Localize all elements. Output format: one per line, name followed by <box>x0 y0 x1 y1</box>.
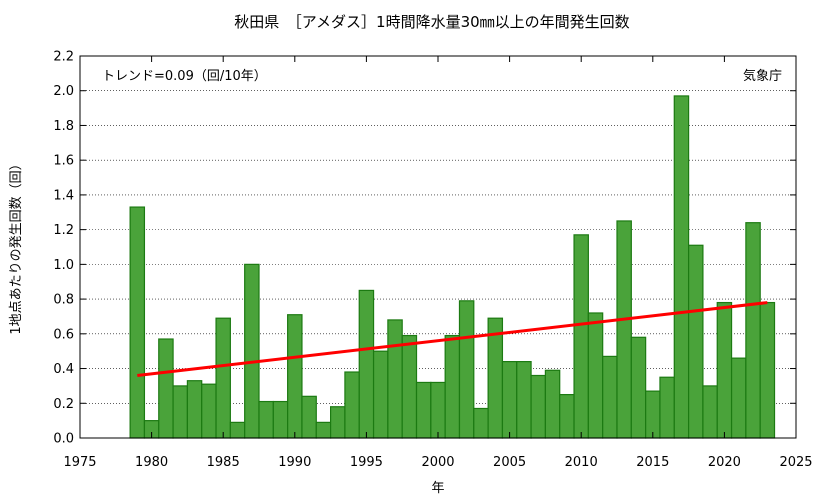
x-tick-label: 1980 <box>135 455 168 470</box>
bar-1990 <box>287 314 303 439</box>
bar-2012 <box>602 355 618 439</box>
bar-1984 <box>201 383 217 439</box>
y-tick-label: 1.4 <box>53 188 74 203</box>
bar-2007 <box>530 374 547 439</box>
bar-1979 <box>129 206 146 439</box>
bar-2013 <box>616 220 632 439</box>
bar-1982 <box>172 385 189 439</box>
x-tick-label: 2020 <box>708 455 741 470</box>
bars <box>129 95 776 439</box>
x-axis-ticks: 1975 1980 1985 1990 1995 2000 2005 2010 2015 2020… <box>63 56 813 470</box>
bar-1989 <box>272 400 289 439</box>
y-axis-label: 1地点あたりの発生回数（回） <box>9 157 24 334</box>
bar-1997 <box>387 319 403 439</box>
bar-2011 <box>587 312 604 439</box>
y-tick-label: 1.6 <box>53 154 74 169</box>
bar-1987 <box>244 263 260 439</box>
bar-1991 <box>301 395 317 439</box>
bar-2017 <box>673 95 690 439</box>
y-tick-label: 0.4 <box>53 362 74 377</box>
y-tick-label: 1.8 <box>53 119 74 134</box>
bar-1995 <box>358 289 375 439</box>
y-axis-ticks: 0.0 0.2 0.4 0.6 0.8 1.0 1.2 1.4 1.6 1.8 2.0 2.2 <box>53 50 796 447</box>
bar-2001 <box>444 334 461 439</box>
bar-1998 <box>401 334 418 439</box>
source-label: 気象庁 <box>743 68 782 84</box>
chart-title: 秋田県 ［アメダス］1時間降水量30㎜以上の年間発生回数 <box>234 13 629 31</box>
y-tick-label: 1.2 <box>53 223 74 238</box>
x-tick-label: 1975 <box>63 455 96 470</box>
x-tick-label: 1990 <box>278 455 311 470</box>
bar-1986 <box>229 421 246 439</box>
bar-2019 <box>702 385 718 439</box>
bar-2008 <box>544 369 561 439</box>
x-tick-label: 2005 <box>493 455 526 470</box>
y-tick-label: 0.8 <box>53 293 74 308</box>
y-tick-label: 1.0 <box>53 258 74 273</box>
bar-1999 <box>415 381 432 439</box>
x-tick-label: 1995 <box>350 455 383 470</box>
trend-annotation: トレンド=0.09（回/10年） <box>102 69 267 84</box>
bar-2004 <box>487 317 504 439</box>
y-tick-label: 0.2 <box>53 397 74 412</box>
x-axis-label: 年 <box>431 481 444 496</box>
bar-1985 <box>215 317 231 439</box>
bar-2010 <box>573 234 589 439</box>
bar-1988 <box>258 400 274 439</box>
bar-2022 <box>745 222 761 439</box>
y-tick-label: 0.6 <box>53 327 74 342</box>
trend-line <box>137 301 768 377</box>
bar-2021 <box>730 357 747 439</box>
bar-2006 <box>516 361 532 439</box>
x-tick-label: 2025 <box>779 455 812 470</box>
bar-2009 <box>559 393 575 439</box>
x-tick-label: 2015 <box>636 455 669 470</box>
y-tick-label: 2.0 <box>53 84 74 99</box>
bar-1983 <box>186 380 203 439</box>
bar-1993 <box>330 406 346 439</box>
bar-1994 <box>344 371 360 439</box>
bar-1996 <box>372 350 389 439</box>
y-tick-label: 2.2 <box>53 50 74 65</box>
bar-2002 <box>458 300 475 439</box>
y-tick-label: 0.0 <box>53 432 74 447</box>
bar-2023 <box>759 301 776 439</box>
x-tick-label: 1985 <box>207 455 240 470</box>
bar-2016 <box>659 376 675 439</box>
x-tick-label: 2010 <box>565 455 598 470</box>
bar-2000 <box>430 381 446 439</box>
bar-1992 <box>315 421 332 439</box>
x-tick-label: 2000 <box>421 455 454 470</box>
bar-2003 <box>473 407 489 439</box>
bar-2015 <box>645 390 661 439</box>
bar-2020 <box>716 301 733 439</box>
bar-2014 <box>630 336 647 439</box>
bar-1981 <box>158 338 174 439</box>
bar-2018 <box>687 244 704 439</box>
bar-2005 <box>501 361 518 439</box>
